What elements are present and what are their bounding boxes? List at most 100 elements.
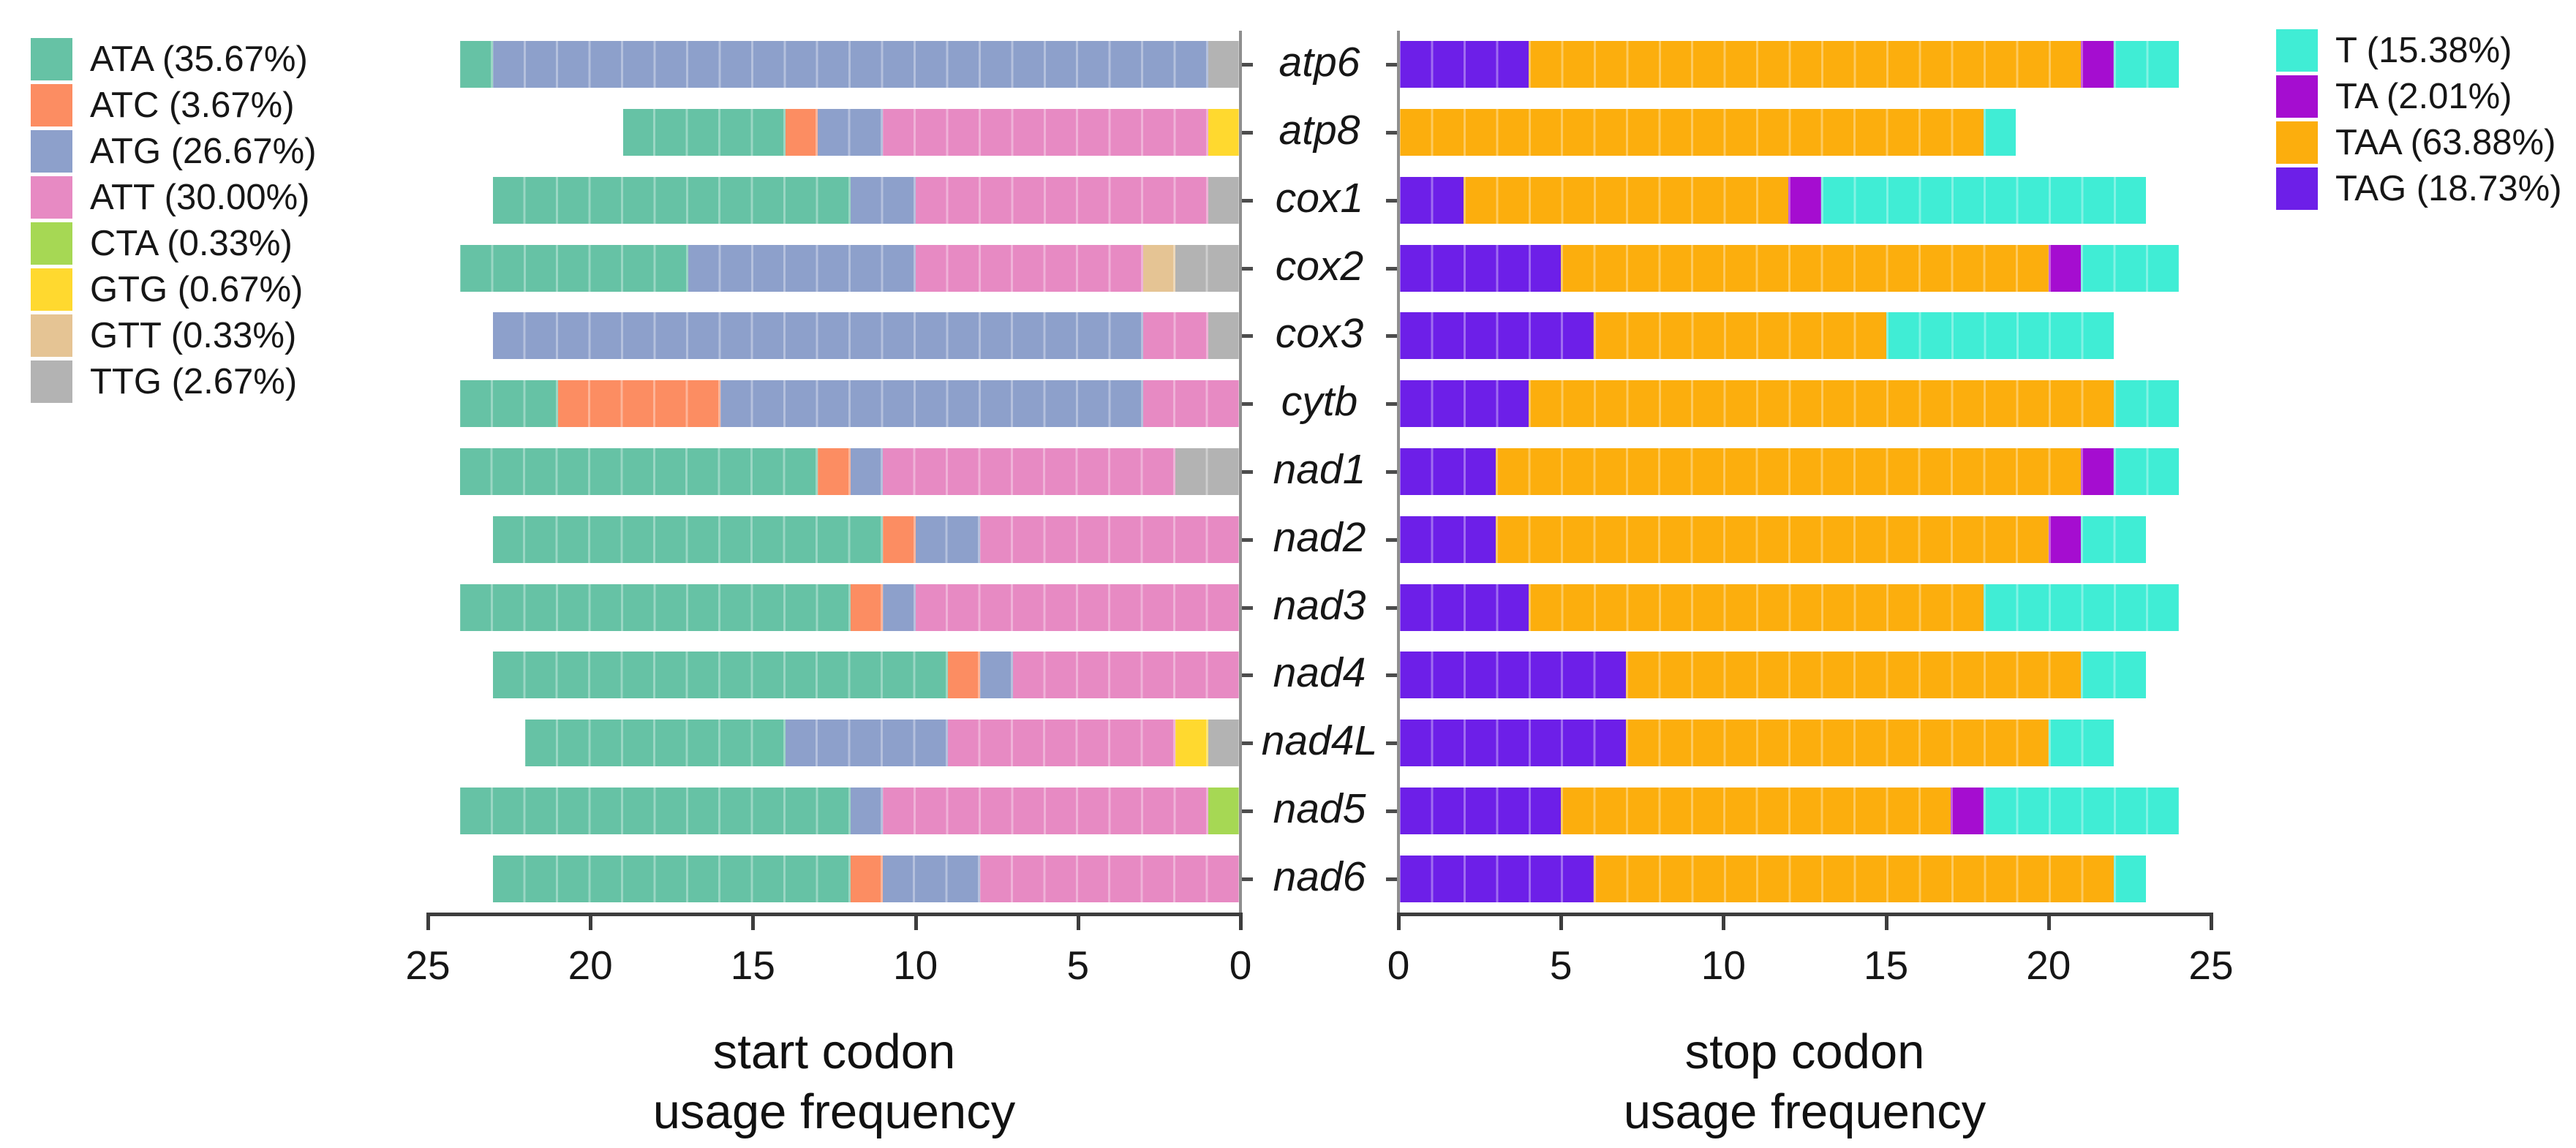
stop-codon-legend: T (15.38%) TA (2.01%) TAA (63.88%) TAG (18.… (2276, 29, 2562, 210)
stop-axis-title-line1: stop codon (1684, 1024, 1925, 1079)
start-codon-legend: ATA (35.67%) ATC (3.67%) ATG (26.67%) ATT (… (31, 38, 317, 403)
stop-y-tick-nad6 (1386, 877, 1397, 881)
bar-row-nad4 (428, 652, 1240, 699)
start-panel-y-axis (1239, 31, 1242, 915)
stop-y-tick-nad5 (1386, 809, 1397, 813)
bar-row-nad5 (428, 787, 1240, 834)
start-y-tick-atp8 (1242, 131, 1253, 135)
stop-y-tick-atp8 (1386, 131, 1397, 135)
bar-segment-nad4-atg (980, 652, 1013, 699)
stop-y-tick-nad4L (1386, 741, 1397, 746)
bar-row-cox1 (1398, 176, 2211, 224)
bar-segment-nad4L-ata (525, 720, 786, 767)
bar-segment-cox1-ttg (1208, 176, 1240, 224)
bar-row-cox1 (428, 176, 1240, 224)
bar-segment-cox3-t (1886, 312, 2114, 360)
bar-segment-nad2-atg (915, 516, 981, 563)
bar-row-nad1 (1398, 448, 2211, 495)
start-x-tick-label: 25 (405, 943, 451, 988)
bar-segment-cox3-tag (1398, 312, 1594, 360)
bar-segment-atp8-gtg (1208, 109, 1240, 156)
start-axis-title: start codon usage frequency (428, 1022, 1240, 1142)
stop-legend-item-1: TA (2.01%) (2276, 75, 2562, 118)
stop-x-tick (2046, 913, 2051, 930)
stop-legend-swatch-icon (2276, 29, 2318, 72)
start-legend-item-1: ATC (3.67%) (31, 84, 317, 126)
start-legend-item-2: ATG (26.67%) (31, 130, 317, 173)
bar-row-atp8 (428, 109, 1240, 156)
bar-segment-cox2-ta (2048, 244, 2082, 292)
start-y-tick-cox3 (1242, 334, 1253, 339)
start-legend-swatch-icon (31, 130, 72, 173)
stop-x-tick (1559, 913, 1564, 930)
bar-row-atp6 (428, 41, 1240, 88)
bar-row-cytb (1398, 380, 2211, 428)
stop-codon-panel (1398, 31, 2211, 913)
start-y-tick-atp6 (1242, 63, 1253, 67)
bar-row-cox3 (1398, 312, 2211, 360)
start-y-tick-cox2 (1242, 266, 1253, 271)
stop-axis-title-line2: usage frequency (1623, 1084, 1986, 1139)
gene-label-cox3: cox3 (1275, 310, 1364, 358)
stop-panel-y-axis (1397, 31, 1400, 915)
gene-label-nad6: nad6 (1273, 853, 1366, 900)
start-legend-item-4: CTA (0.33%) (31, 222, 317, 265)
gene-label-nad3: nad3 (1273, 581, 1366, 629)
bar-segment-cox3-att (1142, 312, 1208, 360)
bar-segment-nad1-atc (818, 448, 851, 495)
stop-x-tick-label: 0 (1387, 943, 1410, 988)
start-legend-label: ATC (3.67%) (90, 86, 295, 125)
bar-segment-nad5-cta (1208, 787, 1240, 834)
start-x-tick (751, 913, 756, 930)
bar-segment-cytb-tag (1398, 380, 1529, 428)
bar-segment-nad4-att (1012, 652, 1240, 699)
bar-segment-nad1-taa (1496, 448, 2082, 495)
bar-segment-nad1-tag (1398, 448, 1496, 495)
bar-segment-nad3-t (1983, 584, 2179, 631)
bar-segment-cytb-taa (1528, 380, 2114, 428)
bar-segment-nad5-taa (1561, 787, 1951, 834)
stop-y-tick-nad4 (1386, 673, 1397, 678)
start-y-tick-nad2 (1242, 537, 1253, 542)
bar-segment-atp6-ttg (1208, 41, 1240, 88)
bar-segment-cytb-att (1142, 380, 1240, 428)
bar-segment-atp6-tag (1398, 41, 1529, 88)
start-legend-label: ATG (26.67%) (90, 132, 317, 171)
stop-x-tick (1397, 913, 1401, 930)
start-y-tick-nad5 (1242, 809, 1253, 813)
stop-x-tick-label: 20 (2026, 943, 2071, 988)
bar-segment-atp6-ta (2081, 41, 2114, 88)
bar-row-cytb (428, 380, 1240, 428)
bar-segment-nad5-ata (460, 787, 851, 834)
bar-row-cox3 (428, 312, 1240, 360)
bar-segment-cox2-atg (688, 244, 916, 292)
bar-segment-nad4L-gtg (1175, 720, 1208, 767)
start-legend-label: CTA (0.33%) (90, 224, 293, 263)
stop-x-tick-label: 10 (1701, 943, 1746, 988)
bar-segment-nad2-ta (2048, 516, 2082, 563)
stop-y-tick-nad3 (1386, 605, 1397, 610)
start-panel-x-axis (428, 913, 1242, 916)
start-legend-item-3: ATT (30.00%) (31, 176, 317, 219)
bar-segment-nad2-atc (883, 516, 916, 563)
bar-segment-nad6-atg (883, 855, 981, 902)
gene-label-atp6: atp6 (1278, 39, 1360, 86)
bar-segment-nad6-ata (492, 855, 851, 902)
bar-segment-cytb-atg (720, 380, 1143, 428)
start-legend-swatch-icon (31, 360, 72, 403)
gene-label-nad5: nad5 (1273, 785, 1366, 832)
bar-row-cox2 (428, 244, 1240, 292)
start-axis-title-line2: usage frequency (652, 1084, 1016, 1139)
gene-label-atp8: atp8 (1278, 107, 1360, 154)
start-legend-item-5: GTG (0.67%) (31, 268, 317, 311)
gene-label-nad4L: nad4L (1261, 717, 1378, 765)
bar-row-nad3 (1398, 584, 2211, 631)
bar-segment-cox1-ta (1788, 176, 1821, 224)
bar-segment-atp6-atg (492, 41, 1208, 88)
stop-x-tick-label: 25 (2188, 943, 2234, 988)
bar-segment-nad3-atc (850, 584, 884, 631)
bar-segment-atp6-t (2113, 41, 2179, 88)
bar-segment-atp6-taa (1528, 41, 2082, 88)
bar-row-cox2 (1398, 244, 2211, 292)
stop-legend-label: TAA (63.88%) (2335, 123, 2556, 162)
